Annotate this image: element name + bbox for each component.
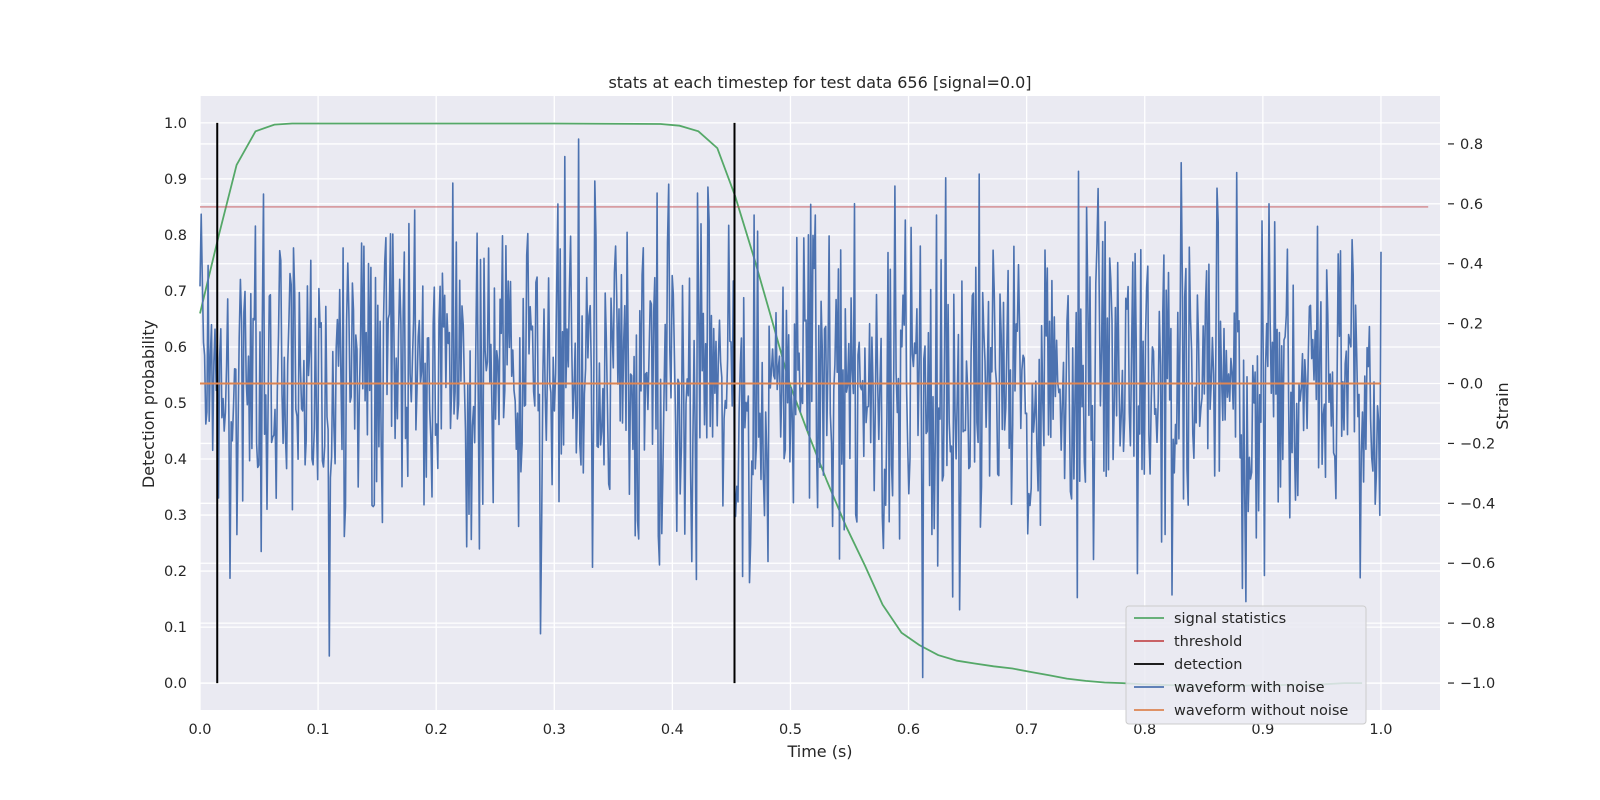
y2-tick-label: 0.6 (1460, 197, 1483, 213)
y-axis-label: Detection probability (139, 320, 158, 488)
x-tick-label: 0.1 (307, 722, 330, 738)
legend: signal statistics threshold detection wavef… (1125, 605, 1367, 725)
y2-tick-label: 0.0 (1460, 377, 1483, 393)
y-tick-label: 0.2 (164, 564, 187, 580)
y2-tick-label: 0.8 (1460, 137, 1483, 153)
y2-tick-label: −0.2 (1460, 436, 1495, 452)
tick-layer: 0.0 0.1 0.2 0.3 0.4 0.5 0.6 0.7 0.8 0.9 1.0 0.0 0.1 0… (164, 116, 1495, 738)
x-tick-label: 0.5 (779, 722, 802, 738)
y-tick-label: 0.1 (164, 620, 187, 636)
chart-title: stats at each timestep for test data 656… (608, 73, 1031, 92)
y2-tick-label: −1.0 (1460, 676, 1495, 692)
legend-label: threshold (1174, 634, 1242, 650)
legend-box (1125, 605, 1367, 725)
y2-tick-label: −0.6 (1460, 556, 1495, 572)
y-tick-label: 0.9 (164, 172, 187, 188)
y2-tick-label: −0.4 (1460, 496, 1495, 512)
y-tick-label: 0.0 (164, 676, 187, 692)
x-tick-label: 1.0 (1369, 722, 1392, 738)
legend-label: waveform without noise (1174, 703, 1348, 719)
plot-layer (199, 122, 1429, 687)
x-tick-label: 0.9 (1251, 722, 1274, 738)
y2-tick-label: 0.2 (1460, 317, 1483, 333)
legend-label: detection (1174, 657, 1242, 673)
x-tick-label: 0.3 (543, 722, 566, 738)
x-tick-label: 0.6 (897, 722, 920, 738)
x-tick-label: 0.2 (425, 722, 448, 738)
y-tick-label: 0.7 (164, 284, 187, 300)
y-tick-label: 1.0 (164, 116, 187, 132)
y-tick-label: 0.8 (164, 228, 187, 244)
y2-axis-label: Strain (1493, 382, 1512, 429)
y-tick-label: 0.4 (164, 452, 187, 468)
y2-tick-label: −0.8 (1460, 616, 1495, 632)
x-tick-label: 0.7 (1015, 722, 1038, 738)
x-tick-label: 0.0 (188, 722, 211, 738)
y2-tick-label: 0.4 (1460, 257, 1483, 273)
x-tick-label: 0.8 (1133, 722, 1156, 738)
legend-label: waveform with noise (1174, 680, 1325, 696)
y-tick-label: 0.6 (164, 340, 187, 356)
legend-label: signal statistics (1174, 611, 1286, 627)
x-tick-label: 0.4 (661, 722, 684, 738)
series-waveform-with-noise (199, 138, 1382, 679)
y-tick-label: 0.3 (164, 508, 187, 524)
y-tick-label: 0.5 (164, 396, 187, 412)
x-axis-label: Time (s) (786, 742, 852, 761)
